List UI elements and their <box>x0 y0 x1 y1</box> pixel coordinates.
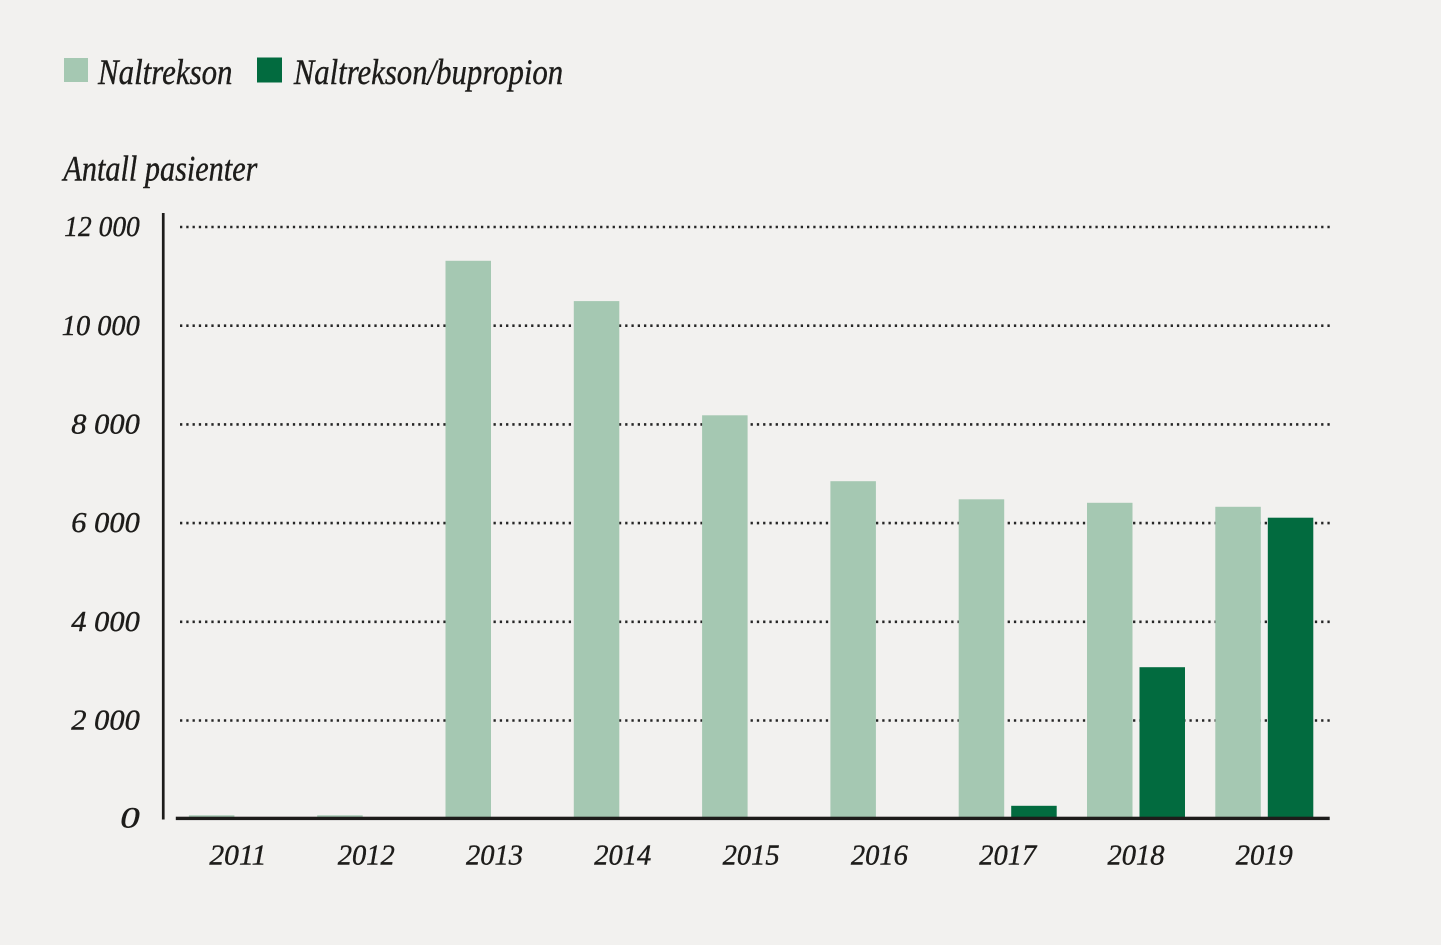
svg-text:Antall pasienter: Antall pasienter <box>62 148 259 188</box>
svg-text:12 000: 12 000 <box>64 211 140 243</box>
svg-text:Naltrekson/bupropion: Naltrekson/bupropion <box>293 52 563 92</box>
svg-text:8 000: 8 000 <box>71 409 140 441</box>
svg-text:2013: 2013 <box>466 840 523 872</box>
svg-text:2015: 2015 <box>723 840 780 872</box>
svg-text:0: 0 <box>120 801 140 834</box>
svg-text:2 000: 2 000 <box>71 705 140 737</box>
svg-text:2012: 2012 <box>338 840 395 872</box>
svg-text:2017: 2017 <box>979 840 1038 872</box>
svg-text:2016: 2016 <box>851 840 909 872</box>
svg-text:Naltrekson: Naltrekson <box>97 52 232 92</box>
svg-text:4 000: 4 000 <box>71 606 140 638</box>
svg-text:6 000: 6 000 <box>71 507 140 539</box>
svg-text:10 000: 10 000 <box>62 310 141 342</box>
svg-text:2014: 2014 <box>594 840 651 872</box>
svg-text:2018: 2018 <box>1108 840 1166 872</box>
svg-text:2019: 2019 <box>1236 840 1293 872</box>
svg-text:2011: 2011 <box>209 840 266 872</box>
